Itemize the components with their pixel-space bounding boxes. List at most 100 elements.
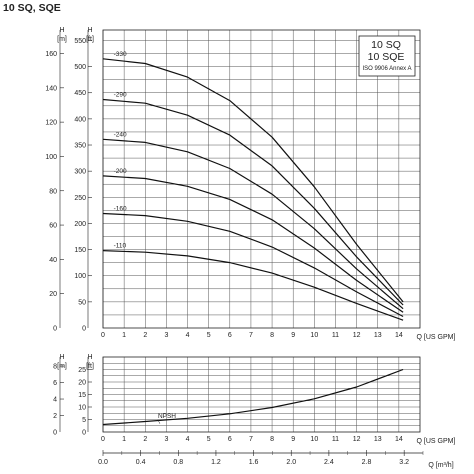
curve-5 bbox=[102, 250, 404, 321]
npsh-leader bbox=[157, 419, 161, 424]
bottom-unit-ft: [ft] bbox=[86, 363, 94, 370]
top-unit-ft: [ft] bbox=[86, 36, 94, 43]
top-h-label-m: H bbox=[59, 27, 64, 34]
m-tick-label-4: 100 bbox=[45, 154, 57, 161]
m-tick-label-zero: 0 bbox=[53, 326, 57, 333]
curve-label-2: -240 bbox=[114, 131, 127, 138]
m-tick-label-2: 6 bbox=[53, 380, 57, 387]
ft-tick-label-9: 500 bbox=[74, 64, 86, 71]
ft-tick-label-7: 400 bbox=[74, 116, 86, 123]
m-tick-label-2: 60 bbox=[49, 223, 57, 230]
x-tick-label-10: 10 bbox=[310, 332, 318, 339]
top-x-axis-label: Q [US GPM] bbox=[417, 334, 456, 341]
flow-tick-label-8: 3.2 bbox=[399, 459, 409, 466]
x-tick-label-11: 11 bbox=[332, 332, 339, 339]
curve-0 bbox=[102, 368, 404, 426]
x-tick-label-5: 5 bbox=[207, 436, 211, 443]
ft-tick-label-3: 20 bbox=[78, 380, 86, 387]
x-tick-label-3: 3 bbox=[164, 332, 168, 339]
flow-tick-label-3: 1.2 bbox=[211, 459, 221, 466]
ft-tick-label-0: 50 bbox=[78, 299, 86, 306]
legend-box-line2: 10 SQE bbox=[368, 51, 405, 63]
ft-tick-label-4: 250 bbox=[74, 195, 86, 202]
x-tick-label-10: 10 bbox=[310, 436, 318, 443]
curve-label-4: -160 bbox=[114, 206, 127, 213]
curve-label-0: -330 bbox=[114, 51, 127, 58]
bottom-x-axis-label: Q [US GPM] bbox=[417, 438, 456, 445]
x-tick-label-13: 13 bbox=[374, 332, 382, 339]
ft-tick-label-3: 200 bbox=[74, 221, 86, 228]
m-tick-label-7: 160 bbox=[45, 51, 57, 58]
x-tick-label-6: 6 bbox=[228, 332, 232, 339]
flow-m3h-axis: 0.0 0.4 0.8 1.2 1.6 2.0 2.4 2.8 3.2 bbox=[98, 450, 424, 466]
flow-tick-label-6: 2.4 bbox=[324, 459, 334, 466]
x-tick-label-8: 8 bbox=[270, 332, 274, 339]
ft-tick-label-2: 15 bbox=[78, 392, 86, 399]
flow-tick-label-1: 0.4 bbox=[136, 459, 146, 466]
curve-1 bbox=[102, 98, 404, 306]
x-tick-label-0: 0 bbox=[101, 436, 105, 443]
ft-tick-label-10: 550 bbox=[74, 38, 86, 45]
legend-box-line3: ISO 9906 Annex A bbox=[362, 66, 411, 72]
x-tick-label-12: 12 bbox=[353, 332, 361, 339]
x-tick-label-12: 12 bbox=[353, 436, 361, 443]
flow-tick-label-5: 2.0 bbox=[286, 459, 296, 466]
m-tick-label-3: 8 bbox=[53, 364, 57, 371]
flow-axis-label: Q [m³/h] bbox=[428, 462, 453, 469]
m-tick-label-zero: 0 bbox=[53, 430, 57, 437]
x-tick-label-14: 14 bbox=[395, 332, 403, 339]
top-unit-m: [m] bbox=[57, 36, 67, 43]
legend-box: 10 SQ 10 SQE ISO 9906 Annex A bbox=[358, 35, 416, 77]
ft-tick-label-2: 150 bbox=[74, 247, 86, 254]
curve-label-5: -110 bbox=[114, 243, 127, 250]
x-tick-label-5: 5 bbox=[207, 332, 211, 339]
m-tick-label-0: 2 bbox=[53, 413, 57, 420]
plot-frame bbox=[102, 356, 421, 433]
m-tick-label-5: 120 bbox=[45, 120, 57, 127]
x-tick-label-4: 4 bbox=[186, 436, 190, 443]
x-tick-label-7: 7 bbox=[249, 436, 253, 443]
m-tick-label-6: 140 bbox=[45, 85, 57, 92]
ft-tick-label-6: 350 bbox=[74, 143, 86, 150]
curve-label-3: -200 bbox=[114, 168, 127, 175]
curve-label-1: -290 bbox=[114, 92, 127, 99]
top-h-label-ft: H bbox=[87, 27, 92, 34]
m-tick-label-1: 4 bbox=[53, 397, 57, 404]
x-tick-label-7: 7 bbox=[249, 332, 253, 339]
x-tick-label-13: 13 bbox=[374, 436, 382, 443]
ft-tick-label-zero: 0 bbox=[82, 430, 86, 437]
ft-tick-label-8: 450 bbox=[74, 90, 86, 97]
curve-0 bbox=[102, 58, 404, 303]
x-tick-label-1: 1 bbox=[122, 436, 126, 443]
x-tick-label-8: 8 bbox=[270, 436, 274, 443]
x-tick-label-9: 9 bbox=[291, 332, 295, 339]
ft-tick-label-1: 100 bbox=[74, 273, 86, 280]
m-tick-label-0: 20 bbox=[49, 291, 57, 298]
ft-tick-label-1: 10 bbox=[78, 405, 86, 412]
flow-tick-label-4: 1.6 bbox=[249, 459, 259, 466]
top-chart: 2040608010012014016005010015020025030035… bbox=[45, 29, 421, 339]
x-tick-label-4: 4 bbox=[186, 332, 190, 339]
x-tick-label-2: 2 bbox=[143, 436, 147, 443]
ft-tick-label-zero: 0 bbox=[82, 326, 86, 333]
flow-tick-label-2: 0.8 bbox=[173, 459, 183, 466]
m-tick-label-1: 40 bbox=[49, 257, 57, 264]
ft-tick-label-5: 300 bbox=[74, 169, 86, 176]
bottom-h-label-m: H bbox=[59, 354, 64, 361]
ft-tick-label-0: 5 bbox=[82, 417, 86, 424]
flow-tick-label-0: 0.0 bbox=[98, 459, 108, 466]
curve-4 bbox=[102, 212, 404, 318]
flow-tick-label-7: 2.8 bbox=[362, 459, 372, 466]
bottom-h-label-ft: H bbox=[87, 354, 92, 361]
x-tick-label-14: 14 bbox=[395, 436, 403, 443]
legend-box-line1: 10 SQ bbox=[371, 39, 401, 51]
curve-3 bbox=[102, 175, 404, 313]
ft-tick-label-4: 25 bbox=[78, 367, 86, 374]
curve-label-0: NPSH bbox=[158, 413, 176, 420]
x-tick-label-0: 0 bbox=[101, 332, 105, 339]
page-title: 10 SQ, SQE bbox=[3, 2, 61, 14]
m-tick-label-3: 80 bbox=[49, 188, 57, 195]
x-tick-label-11: 11 bbox=[332, 436, 339, 443]
